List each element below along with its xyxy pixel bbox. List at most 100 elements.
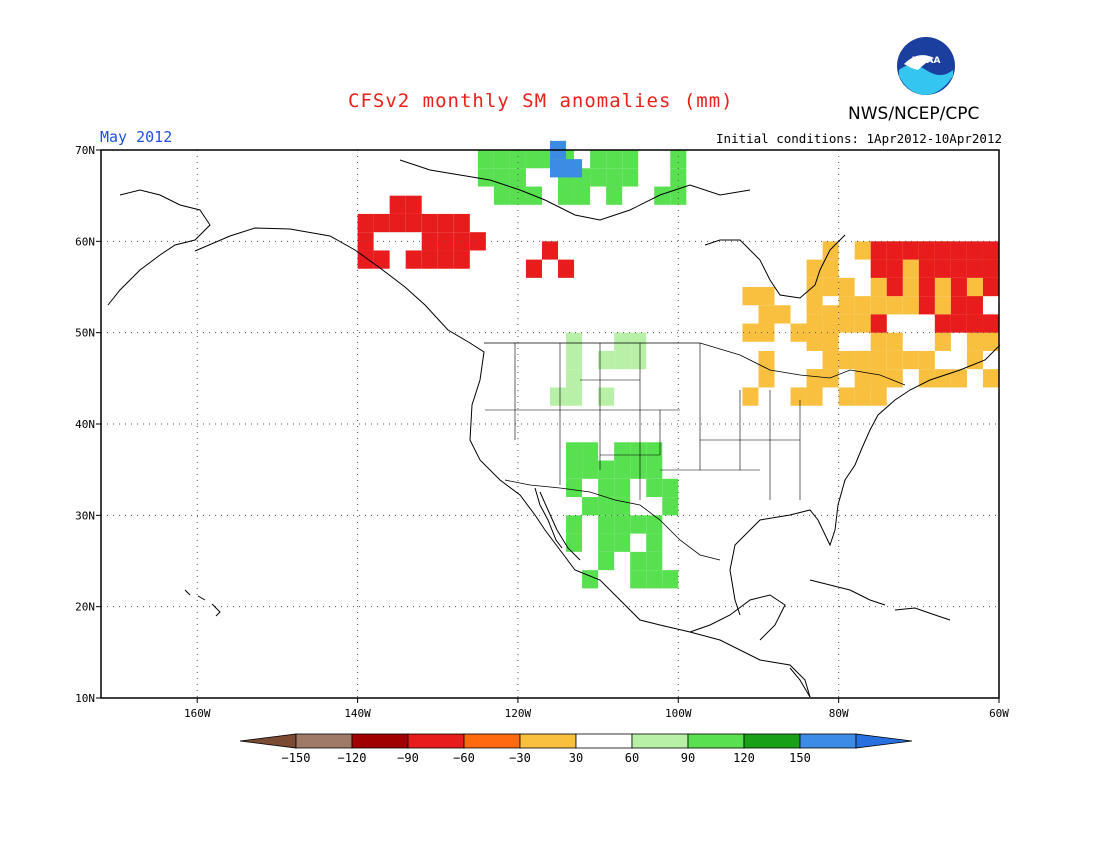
anomaly-cell — [758, 305, 775, 324]
anomaly-cell — [373, 250, 390, 269]
lon-tick-label: 160W — [184, 707, 211, 720]
anomaly-cell — [582, 442, 599, 461]
anomaly-cell — [902, 259, 919, 278]
anomaly-cell — [598, 350, 615, 370]
lat-tick-label: 30N — [75, 509, 95, 522]
colorbar-swatch — [295, 733, 353, 749]
noaa-logo: NOAA — [896, 36, 956, 96]
colorbar-swatch — [575, 733, 633, 749]
anomaly-cell — [838, 387, 855, 406]
anomaly-cell — [838, 314, 855, 333]
anomaly-cell — [566, 478, 583, 498]
lat-tick-label: 10N — [75, 692, 95, 705]
anomaly-cell — [934, 296, 951, 315]
anomaly-cell — [662, 497, 679, 516]
anomaly-cell — [421, 213, 438, 233]
anomaly-cell — [525, 259, 542, 278]
lon-tick-label: 120W — [505, 707, 532, 720]
lat-lon-grid — [101, 150, 999, 698]
anomaly-cell — [902, 296, 919, 315]
anomaly-cell — [758, 369, 775, 388]
anomaly-cell — [598, 515, 615, 534]
coastline-hudson — [704, 234, 846, 299]
anomaly-cell — [437, 232, 454, 251]
anomaly-cell — [982, 259, 999, 278]
anomaly-cell — [630, 460, 647, 479]
colorbar-swatch — [407, 733, 465, 749]
colorbar: −150 −120 −90 −60 −30 30 60 90 120 150 — [239, 733, 913, 765]
anomaly-cell — [950, 277, 967, 297]
anomaly-cell — [838, 277, 855, 297]
anomaly-cell — [614, 533, 631, 552]
anomaly-cell — [670, 186, 687, 205]
anomaly-cell — [822, 350, 839, 370]
anomaly-cell — [357, 213, 374, 233]
colorbar-label: 150 — [789, 751, 811, 765]
anomaly-cell — [630, 551, 647, 571]
anomaly-cell — [654, 186, 671, 205]
coastline-gulf — [729, 379, 931, 698]
anomaly-cell — [421, 250, 438, 269]
anomaly-cell — [493, 168, 510, 187]
anomaly-cell — [870, 314, 887, 333]
anomaly-cell — [566, 350, 583, 370]
anomaly-cell — [902, 277, 919, 297]
anomaly-cell — [598, 387, 615, 406]
map-frame — [100, 149, 1000, 699]
anomaly-cell — [870, 241, 887, 260]
anomaly-cell — [854, 296, 871, 315]
anomaly-cell — [790, 323, 807, 342]
agency-label: NWS/NCEP/CPC — [848, 104, 980, 124]
anomaly-cell — [614, 478, 631, 498]
coastline-west — [194, 227, 811, 698]
anomaly-cell — [966, 241, 983, 260]
anomaly-cell — [670, 150, 687, 169]
anomaly-cell — [918, 350, 935, 370]
anomaly-cell — [886, 241, 903, 260]
anomaly-cell — [966, 314, 983, 333]
anomaly-cell — [822, 323, 839, 342]
anomaly-cell — [614, 332, 631, 351]
anomaly-cell — [886, 259, 903, 278]
lon-tick-label: 100W — [665, 707, 692, 720]
lat-tick-label: 20N — [75, 601, 95, 614]
anomaly-cell — [950, 241, 967, 260]
colorbar-label: 90 — [681, 751, 695, 765]
coastlines — [107, 159, 1001, 698]
anomaly-cell — [966, 296, 983, 315]
anomaly-cell — [870, 332, 887, 351]
anomaly-cell — [598, 460, 615, 479]
anomaly-cell — [806, 369, 823, 388]
anomaly-cell — [886, 350, 903, 370]
anomaly-cell — [806, 387, 823, 406]
anomaly-cell — [421, 232, 438, 251]
lon-tick-label: 140W — [344, 707, 371, 720]
anomaly-cell — [373, 213, 390, 233]
anomaly-cell — [598, 478, 615, 498]
anomaly-cell — [566, 369, 583, 388]
forecast-month: May 2012 — [100, 128, 173, 146]
coastline-hispaniola — [894, 607, 951, 621]
axis-ticks: 70N 60N 50N 40N 30N 20N 10N 160W 140W 120W 100W 80W… — [75, 144, 1009, 720]
anomaly-cell — [437, 250, 454, 269]
anomaly-cell — [566, 332, 583, 351]
anomaly-cell — [886, 296, 903, 315]
coastline-arctic — [399, 159, 751, 221]
anomaly-cell — [614, 442, 631, 461]
anomaly-cell — [838, 350, 855, 370]
lat-tick-label: 60N — [75, 235, 95, 248]
anomaly-cell — [950, 296, 967, 315]
state-borders — [485, 343, 801, 500]
anomaly-cell — [982, 369, 999, 388]
anomaly-cell — [630, 515, 647, 534]
anomaly-cell — [405, 250, 422, 269]
anomaly-cell — [854, 350, 871, 370]
anomaly-cell — [822, 369, 839, 388]
anomaly-cell — [822, 277, 839, 297]
anomaly-cell — [854, 369, 871, 388]
anomaly-cell — [774, 305, 791, 324]
anomaly-cell — [870, 259, 887, 278]
anomaly-cell — [886, 277, 903, 297]
anomaly-cell — [982, 314, 999, 333]
